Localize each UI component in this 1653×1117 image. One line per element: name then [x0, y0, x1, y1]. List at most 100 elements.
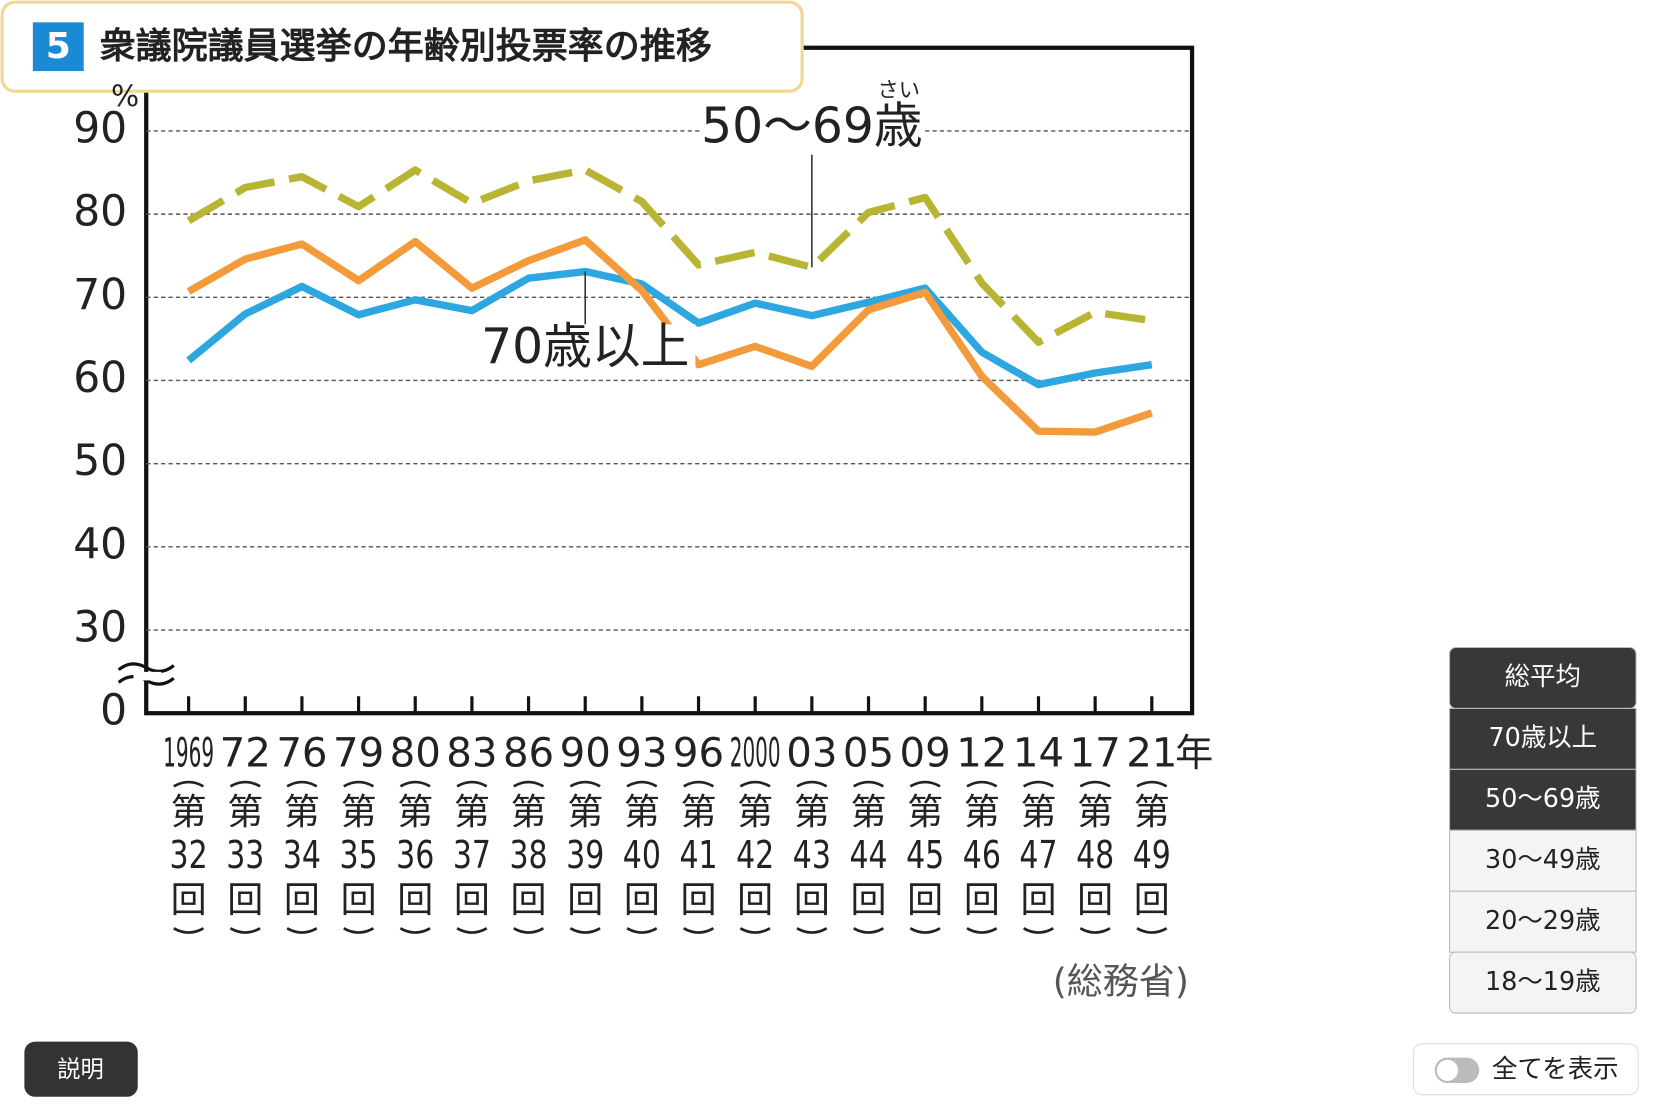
session-suffix: 回	[171, 880, 207, 921]
series-button[interactable]	[1449, 951, 1637, 1014]
session-bracket	[173, 780, 205, 934]
y-tick-label: 0	[100, 686, 127, 735]
series-button[interactable]	[1449, 707, 1637, 770]
session-suffix: 回	[907, 880, 943, 921]
session-prefix: 第	[794, 792, 830, 833]
session-number: 40	[623, 833, 661, 877]
session-number: 36	[396, 833, 434, 877]
session-prefix: 第	[284, 792, 320, 833]
series-button-label[interactable]: 70歳以上	[1488, 722, 1597, 752]
x-tick-label: 1969	[163, 731, 214, 777]
explain-button[interactable]	[24, 1041, 138, 1097]
x-tick-label: 86	[503, 731, 554, 777]
session-suffix: 回	[454, 880, 490, 921]
session-suffix: 回	[737, 880, 773, 921]
x-tick-label: 14	[1013, 731, 1064, 777]
x-tick-label: 05	[843, 731, 894, 777]
series-button[interactable]	[1449, 890, 1637, 953]
session-number: 35	[340, 833, 378, 877]
session-suffix: 回	[1077, 880, 1113, 921]
session-bracket	[569, 780, 601, 934]
title-box	[0, 0, 804, 93]
session-suffix: 回	[851, 880, 887, 921]
session-prefix: 第	[171, 792, 207, 833]
session-bracket	[853, 780, 885, 934]
title-number: 5	[46, 26, 71, 67]
x-tick-label: 21	[1126, 731, 1177, 777]
session-prefix: 第	[624, 792, 660, 833]
session-prefix: 第	[737, 792, 773, 833]
x-tick-label: 72	[220, 731, 271, 777]
series-button-label[interactable]: 30〜49歳	[1485, 844, 1601, 874]
explain-button-label[interactable]: 説明	[57, 1056, 104, 1083]
annotation-bg	[701, 103, 923, 155]
session-prefix: 第	[907, 792, 943, 833]
session-prefix: 第	[397, 792, 433, 833]
x-tick-label: 96	[673, 731, 724, 777]
x-tick-label: 09	[900, 731, 951, 777]
series-button-label[interactable]: 20〜29歳	[1485, 905, 1601, 935]
session-number: 47	[1019, 833, 1057, 877]
session-bracket	[399, 780, 431, 934]
session-prefix: 第	[681, 792, 717, 833]
annotation-bg	[475, 324, 696, 376]
series-button-label[interactable]: 50〜69歳	[1485, 783, 1601, 813]
session-bracket	[286, 780, 318, 934]
session-prefix: 第	[567, 792, 603, 833]
session-number: 46	[963, 833, 1001, 877]
y-tick-label: 90	[73, 103, 127, 152]
session-prefix: 第	[851, 792, 887, 833]
session-suffix: 回	[1134, 880, 1170, 921]
series-line	[186, 267, 1153, 389]
x-tick-label: 80	[390, 731, 441, 777]
session-suffix: 回	[227, 880, 263, 921]
series-button[interactable]	[1449, 829, 1637, 892]
x-tick-label: 90	[560, 731, 611, 777]
y-tick-label: 50	[73, 436, 127, 485]
y-tick-label: 40	[73, 519, 127, 568]
x-tick-label: 76	[276, 731, 327, 777]
session-number: 34	[283, 833, 321, 877]
x-tick-label: 79	[333, 731, 384, 777]
session-bracket	[513, 780, 545, 934]
y-unit: %	[111, 78, 139, 113]
marks	[146, 130, 1193, 714]
session-bracket	[683, 780, 715, 934]
x-tick-label: 93	[616, 731, 667, 777]
session-bracket	[456, 780, 488, 934]
session-number: 39	[566, 833, 604, 877]
x-tick-label: 2000	[730, 731, 781, 777]
toggle-knob[interactable]	[1436, 1059, 1459, 1081]
y-tick-label: 30	[73, 603, 127, 652]
session-suffix: 回	[397, 880, 433, 921]
session-prefix: 第	[341, 792, 377, 833]
series-button-label[interactable]: 総平均	[1505, 661, 1581, 691]
session-number: 38	[509, 833, 547, 877]
axis-break-gap	[133, 671, 162, 681]
x-tick-label: 03	[786, 731, 837, 777]
y-tick-label: 80	[73, 187, 127, 236]
session-number: 49	[1133, 833, 1171, 877]
session-suffix: 回	[964, 880, 1000, 921]
session-number: 41	[679, 833, 717, 877]
title-badge	[32, 22, 84, 72]
y-tick-label: 60	[73, 353, 127, 402]
toggle-label[interactable]: 全てを表示	[1492, 1053, 1619, 1083]
x-tick-label: 12	[956, 731, 1007, 777]
session-prefix: 第	[511, 792, 547, 833]
session-number: 48	[1076, 833, 1114, 877]
session-prefix: 第	[454, 792, 490, 833]
session-number: 42	[736, 833, 774, 877]
session-number: 43	[793, 833, 831, 877]
series-button-label[interactable]: 18〜19歳	[1485, 966, 1601, 996]
x-tick-label: 17	[1070, 731, 1121, 777]
session-prefix: 第	[1134, 792, 1170, 833]
session-prefix: 第	[1020, 792, 1056, 833]
series-button[interactable]	[1449, 768, 1637, 831]
session-bracket	[626, 780, 658, 934]
session-number: 44	[849, 833, 887, 877]
session-number: 32	[170, 833, 208, 877]
